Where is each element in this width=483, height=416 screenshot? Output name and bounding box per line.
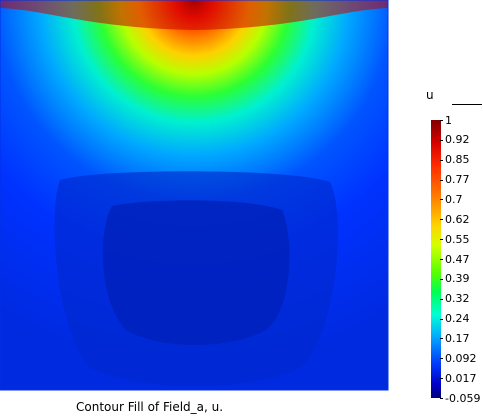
- colorbar-tick-text: 0.017: [445, 371, 477, 385]
- colorbar-tick-label: 0.39: [440, 273, 470, 284]
- colorbar-tick-text: -0.059: [445, 391, 481, 405]
- colorbar-tick-text: 0.47: [445, 252, 470, 266]
- colorbar-tick-text: 0.62: [445, 212, 470, 226]
- colorbar-tick-label: 0.77: [440, 174, 470, 185]
- colorbar-tick-text: 0.39: [445, 272, 470, 286]
- colorbar-tick-label: 0.55: [440, 234, 470, 245]
- colorbar-tick-label: 0.017: [440, 373, 477, 384]
- colorbar-tick-label: 0.62: [440, 214, 470, 225]
- colorbar-tick-text: 0.92: [445, 133, 470, 147]
- colorbar-tick-mark: [440, 159, 443, 161]
- colorbar-tick-text: 0.092: [445, 351, 477, 365]
- colorbar-tick-labels: 1 0.92 0.85 0.77 0.7 0.62 0.55 0.47 0.39 0.32 0.24…: [440, 115, 483, 404]
- legend-underline: [452, 104, 482, 105]
- colorbar-tick-mark: [440, 199, 443, 201]
- colorbar-tick-text: 0.7: [445, 192, 463, 206]
- colorbar-tick-text: 0.77: [445, 173, 470, 187]
- colorbar-tick-mark: [440, 378, 443, 380]
- colorbar-tick-mark: [440, 298, 443, 300]
- colorbar-tick-mark: [440, 398, 443, 399]
- colorbar-tick-mark: [440, 338, 443, 340]
- colorbar-tick-text: 0.32: [445, 292, 470, 306]
- colorbar: [431, 120, 441, 398]
- colorbar-tick-label: 0.92: [440, 134, 470, 145]
- plot-domain-edge: [0, 0, 388, 390]
- colorbar-tick-mark: [440, 219, 443, 221]
- contour-red-band: [0, 0, 388, 30]
- colorbar-tick-mark: [440, 139, 443, 141]
- colorbar-tick-label: 0.32: [440, 293, 470, 304]
- colorbar-tick-text: 0.17: [445, 331, 470, 345]
- colorbar-tick-text: 0.55: [445, 232, 470, 246]
- colorbar-tick-text: 0.85: [445, 153, 470, 167]
- colorbar-tick-mark: [440, 278, 443, 280]
- colorbar-tick-label: 0.85: [440, 154, 470, 165]
- contour-low-region-inner: [102, 200, 290, 345]
- colorbar-tick-label: 0.7: [440, 194, 463, 205]
- colorbar-tick-mark: [440, 318, 443, 320]
- colorbar-tick-label: 0.47: [440, 254, 470, 265]
- colorbar-tick-label: -0.059: [440, 393, 480, 404]
- colorbar-tick-mark: [440, 239, 443, 241]
- colorbar-tick-label: 0.092: [440, 353, 477, 364]
- colorbar-tick-text: 1: [445, 113, 452, 127]
- colorbar-tick-mark: [440, 259, 443, 260]
- colorbar-tick-mark: [440, 120, 443, 121]
- colorbar-tick-mark: [440, 358, 443, 360]
- figure-caption: Contour Fill of Field_a, u.: [76, 400, 224, 414]
- colorbar-tick-label: 0.17: [440, 333, 470, 344]
- colorbar-tick-text: 0.24: [445, 312, 470, 326]
- legend-title: u: [426, 88, 434, 102]
- colorbar-tick-mark: [440, 179, 443, 181]
- colorbar-tick-label: 0.24: [440, 313, 470, 324]
- colorbar-tick-label: 1: [440, 115, 452, 126]
